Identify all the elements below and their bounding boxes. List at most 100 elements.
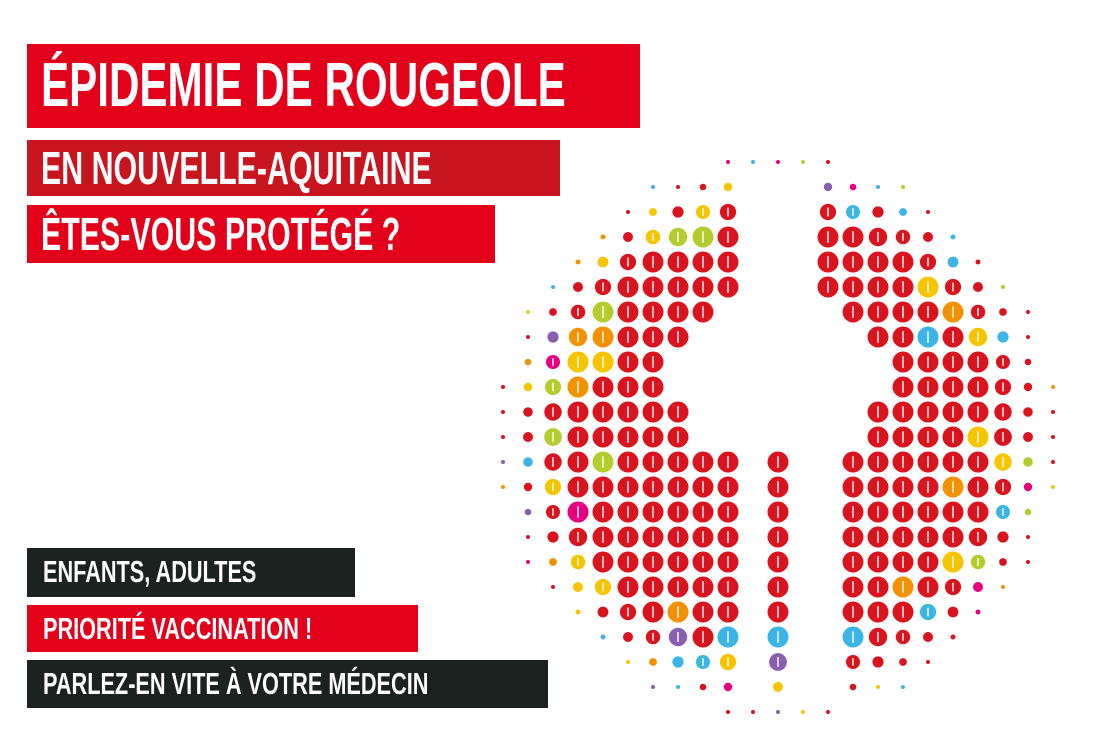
dot-person-glyph bbox=[652, 506, 654, 518]
dot bbox=[947, 256, 959, 268]
dot-person-glyph bbox=[827, 231, 829, 243]
dot-person-glyph bbox=[877, 531, 879, 543]
dot bbox=[597, 256, 609, 268]
dot-person-glyph bbox=[627, 257, 629, 267]
dot bbox=[1023, 457, 1033, 467]
dot-person-glyph bbox=[702, 631, 704, 643]
dot-person-glyph bbox=[577, 356, 579, 368]
dot bbox=[651, 685, 655, 689]
dot bbox=[876, 685, 880, 689]
dot-person-glyph bbox=[677, 506, 679, 518]
dot bbox=[501, 435, 505, 439]
dot bbox=[526, 310, 530, 314]
dot-person-glyph bbox=[652, 581, 654, 593]
dot-person-glyph bbox=[552, 457, 554, 467]
dot bbox=[723, 682, 733, 692]
dot-person-glyph bbox=[852, 256, 854, 268]
dot-person-glyph bbox=[627, 531, 629, 543]
dot-person-glyph bbox=[602, 481, 604, 493]
dot bbox=[926, 210, 930, 214]
dot-person-glyph bbox=[852, 231, 854, 243]
message-text-2: PRIORITÉ VACCINATION ! bbox=[43, 611, 313, 646]
dot-person-glyph bbox=[852, 208, 854, 216]
dot-person-glyph bbox=[877, 306, 879, 318]
dot-person-glyph bbox=[727, 581, 729, 593]
dot-person-glyph bbox=[577, 481, 579, 493]
message-line-1: ENFANTS, ADULTES bbox=[27, 548, 355, 597]
dot-person-glyph bbox=[902, 506, 904, 518]
dot-person-glyph bbox=[902, 606, 904, 618]
dot bbox=[901, 185, 905, 189]
dot-person-glyph bbox=[652, 406, 654, 418]
dot-person-glyph bbox=[702, 281, 704, 293]
dot bbox=[526, 535, 530, 539]
dot bbox=[975, 609, 981, 615]
dot-person-glyph bbox=[877, 231, 879, 243]
dot-person-glyph bbox=[652, 431, 654, 443]
dot bbox=[523, 457, 533, 467]
dot-person-glyph bbox=[652, 356, 654, 368]
dot-person-glyph bbox=[777, 606, 779, 618]
dot-person-glyph bbox=[552, 382, 554, 392]
dot bbox=[751, 160, 755, 164]
dot-person-glyph bbox=[777, 556, 779, 568]
dot-person-glyph bbox=[777, 581, 779, 593]
dot bbox=[523, 432, 533, 442]
dot-person-glyph bbox=[927, 607, 929, 617]
dot-person-glyph bbox=[902, 481, 904, 493]
dot-person-glyph bbox=[952, 331, 954, 343]
dot bbox=[899, 208, 907, 216]
dot-person-glyph bbox=[902, 581, 904, 593]
dot-person-glyph bbox=[977, 356, 979, 368]
dot bbox=[975, 259, 981, 265]
dot-person-glyph bbox=[652, 481, 654, 493]
dot bbox=[573, 282, 583, 292]
dot-person-glyph bbox=[652, 256, 654, 268]
dot-person-glyph bbox=[777, 506, 779, 518]
dot-person-glyph bbox=[727, 456, 729, 468]
dot-person-glyph bbox=[552, 358, 554, 366]
dot-person-glyph bbox=[552, 432, 554, 442]
dot bbox=[950, 634, 956, 640]
dot-person-glyph bbox=[927, 331, 929, 343]
dot-person-glyph bbox=[627, 331, 629, 343]
dot-person-glyph bbox=[577, 506, 579, 518]
dot-person-glyph bbox=[977, 406, 979, 418]
dot-person-glyph bbox=[852, 506, 854, 518]
dot-person-glyph bbox=[852, 281, 854, 293]
dot-person-glyph bbox=[602, 381, 604, 393]
dot-person-glyph bbox=[902, 406, 904, 418]
dot bbox=[651, 185, 655, 189]
dot-person-glyph bbox=[927, 381, 929, 393]
dot-person-glyph bbox=[727, 606, 729, 618]
dot-person-glyph bbox=[627, 607, 629, 617]
dot-person-glyph bbox=[727, 657, 729, 667]
dot-person-glyph bbox=[952, 506, 954, 518]
dot-person-glyph bbox=[627, 506, 629, 518]
dot bbox=[1023, 407, 1033, 417]
dot-person-glyph bbox=[852, 581, 854, 593]
dot bbox=[999, 558, 1007, 566]
dot-person-glyph bbox=[652, 606, 654, 618]
dot bbox=[901, 685, 905, 689]
dot bbox=[751, 710, 755, 714]
dot bbox=[723, 182, 733, 192]
dot-person-glyph bbox=[577, 381, 579, 393]
dot-person-glyph bbox=[602, 282, 604, 292]
dot bbox=[649, 208, 657, 216]
dot-person-glyph bbox=[877, 631, 879, 643]
dot-person-glyph bbox=[627, 431, 629, 443]
dot-person-glyph bbox=[602, 406, 604, 418]
dot bbox=[672, 656, 684, 668]
dot-person-glyph bbox=[702, 658, 704, 666]
dot bbox=[1001, 285, 1005, 289]
dot bbox=[623, 232, 633, 242]
dot-person-glyph bbox=[627, 481, 629, 493]
dot-person-glyph bbox=[727, 207, 729, 217]
dot-person-glyph bbox=[977, 506, 979, 518]
dot bbox=[597, 606, 609, 618]
dot bbox=[973, 282, 983, 292]
dot bbox=[1051, 485, 1055, 489]
dot bbox=[923, 632, 933, 642]
dot bbox=[999, 308, 1007, 316]
